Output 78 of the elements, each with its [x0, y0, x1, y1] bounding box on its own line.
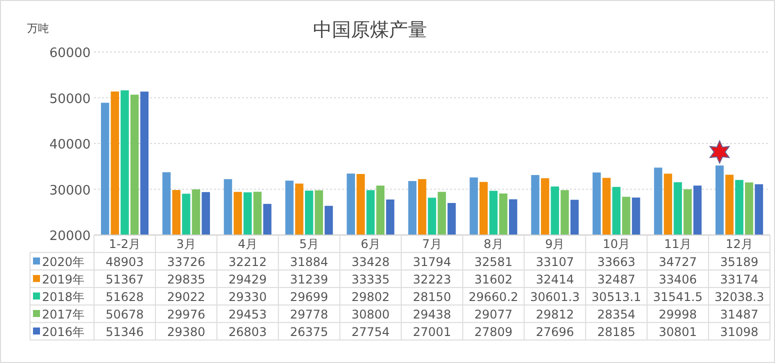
data-label: 27754 — [351, 325, 390, 339]
data-label: 33107 — [536, 255, 574, 269]
data-label: 31602 — [474, 272, 513, 286]
data-label: 32223 — [412, 272, 452, 286]
y-axis-title: 万吨 — [27, 22, 49, 35]
data-label: 29438 — [412, 308, 452, 322]
legend-label: 2020年 — [42, 255, 85, 269]
x-tick-label: 7月 — [422, 237, 442, 251]
data-label: 34727 — [658, 255, 697, 269]
data-label: 29380 — [167, 325, 206, 339]
x-tick-label: 12月 — [726, 237, 753, 251]
y-tick-label: 30000 — [49, 183, 91, 198]
data-label: 28185 — [597, 325, 636, 339]
x-tick-label: 8月 — [484, 237, 504, 251]
data-label: 29976 — [167, 308, 206, 322]
data-label: 32487 — [597, 272, 636, 286]
x-tick-label: 3月 — [176, 237, 196, 251]
data-label: 31487 — [720, 308, 758, 322]
x-tick-label: 10月 — [602, 237, 630, 251]
data-label: 31239 — [290, 272, 328, 286]
data-label: 30801 — [658, 325, 697, 339]
legend-label: 2019年 — [42, 272, 85, 286]
data-label: 30601.3 — [530, 290, 580, 304]
y-tick-label: 20000 — [49, 229, 91, 244]
x-tick-label: 6月 — [360, 237, 380, 251]
data-label: 51628 — [106, 290, 144, 304]
data-label: 29077 — [474, 308, 513, 322]
data-label: 48903 — [106, 255, 144, 269]
data-label: 29660.2 — [468, 290, 518, 304]
data-label: 32581 — [474, 255, 513, 269]
data-label: 29835 — [167, 272, 206, 286]
x-tick-label: 5月 — [299, 237, 319, 251]
data-label: 31098 — [720, 325, 758, 339]
data-label: 33428 — [351, 255, 390, 269]
legend-label: 2017年 — [42, 308, 85, 322]
data-label: 27696 — [536, 325, 574, 339]
y-tick-label: 60000 — [49, 46, 91, 61]
legend-label: 2018年 — [42, 290, 85, 304]
data-label: 33726 — [167, 255, 206, 269]
data-label: 32038.3 — [714, 290, 764, 304]
data-label: 29812 — [536, 308, 574, 322]
data-label: 51367 — [106, 272, 144, 286]
data-label: 31541.5 — [653, 290, 703, 304]
data-label: 28150 — [412, 290, 452, 304]
legend-label: 2016年 — [42, 325, 85, 339]
x-tick-label: 11月 — [664, 237, 692, 251]
data-label: 29429 — [228, 272, 267, 286]
x-tick-label: 4月 — [238, 237, 258, 251]
x-tick-label: 1-2月 — [108, 237, 141, 251]
data-label: 32414 — [536, 272, 574, 286]
data-label: 33406 — [658, 272, 697, 286]
data-label: 33335 — [351, 272, 390, 286]
y-tick-label: 40000 — [49, 138, 91, 152]
data-label: 27001 — [412, 325, 452, 339]
data-label: 29453 — [228, 308, 267, 322]
data-label: 31884 — [290, 255, 328, 269]
x-tick-label: 9月 — [545, 237, 565, 251]
data-label: 29022 — [167, 290, 206, 304]
data-label: 50678 — [106, 308, 144, 322]
data-label: 29802 — [351, 290, 390, 304]
chart-title: 中国原煤产量 — [313, 19, 427, 41]
data-label: 33663 — [597, 255, 636, 269]
data-label: 28354 — [597, 308, 636, 322]
data-label: 32212 — [228, 255, 267, 269]
data-label: 30513.1 — [592, 290, 642, 304]
data-label: 26803 — [228, 325, 267, 339]
data-label: 29699 — [290, 290, 328, 304]
data-label: 30800 — [351, 308, 390, 322]
data-label: 29998 — [658, 308, 697, 322]
data-label: 31794 — [412, 255, 452, 269]
data-label: 27809 — [474, 325, 513, 339]
data-label: 29330 — [228, 290, 267, 304]
data-label: 33174 — [720, 272, 758, 286]
data-label: 51346 — [106, 325, 144, 339]
data-label: 29778 — [290, 308, 328, 322]
y-tick-label: 50000 — [49, 92, 91, 107]
data-label: 26375 — [290, 325, 328, 339]
data-label: 35189 — [720, 255, 758, 269]
